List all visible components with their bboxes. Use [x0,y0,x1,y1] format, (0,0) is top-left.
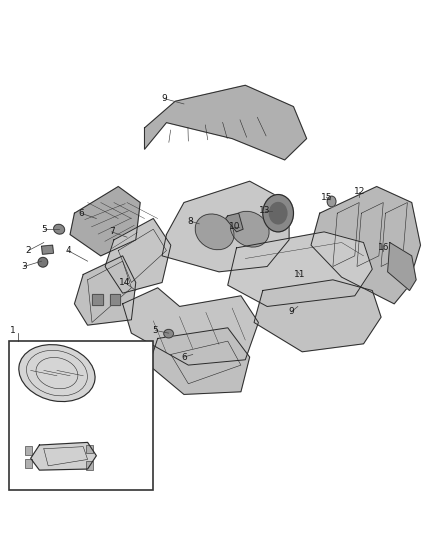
Polygon shape [105,219,171,293]
Bar [92,294,103,305]
Text: 9: 9 [161,94,167,103]
Text: 1: 1 [10,326,16,335]
Bar [25,459,32,468]
Polygon shape [162,181,289,272]
Text: 16: 16 [378,244,389,252]
Circle shape [263,195,293,232]
Circle shape [269,203,287,224]
Text: 8: 8 [187,217,194,225]
Text: 2: 2 [26,246,31,255]
Bar [110,294,120,305]
Polygon shape [31,442,96,470]
Ellipse shape [38,257,48,267]
Polygon shape [388,243,416,290]
Polygon shape [311,187,420,304]
Polygon shape [145,85,307,160]
Polygon shape [226,213,243,232]
Ellipse shape [164,329,173,338]
Text: 5: 5 [152,326,159,335]
Text: 11: 11 [294,270,306,279]
Polygon shape [254,280,381,352]
Text: 15: 15 [321,193,332,201]
Polygon shape [74,256,136,325]
Ellipse shape [54,224,64,234]
Polygon shape [149,328,250,394]
Text: 10: 10 [229,222,240,231]
Text: 9: 9 [288,308,294,316]
Text: 4: 4 [65,246,71,255]
Bar [110,294,120,305]
Text: 6: 6 [181,353,187,361]
Ellipse shape [230,212,269,247]
Text: 7: 7 [109,228,115,236]
Bar [92,294,103,305]
Ellipse shape [19,345,95,401]
Text: 13: 13 [259,206,271,215]
Polygon shape [123,288,258,365]
Circle shape [327,196,336,207]
Bar [86,445,93,453]
Ellipse shape [195,214,234,249]
Text: 6: 6 [78,209,84,217]
Polygon shape [42,245,53,254]
Bar [9,341,153,490]
Polygon shape [70,187,140,256]
Bar [86,461,93,470]
Polygon shape [228,232,372,306]
Text: 3: 3 [21,262,27,271]
Text: 12: 12 [353,188,365,196]
Text: 14: 14 [119,278,131,287]
Bar [25,446,32,455]
Text: 5: 5 [41,225,47,233]
